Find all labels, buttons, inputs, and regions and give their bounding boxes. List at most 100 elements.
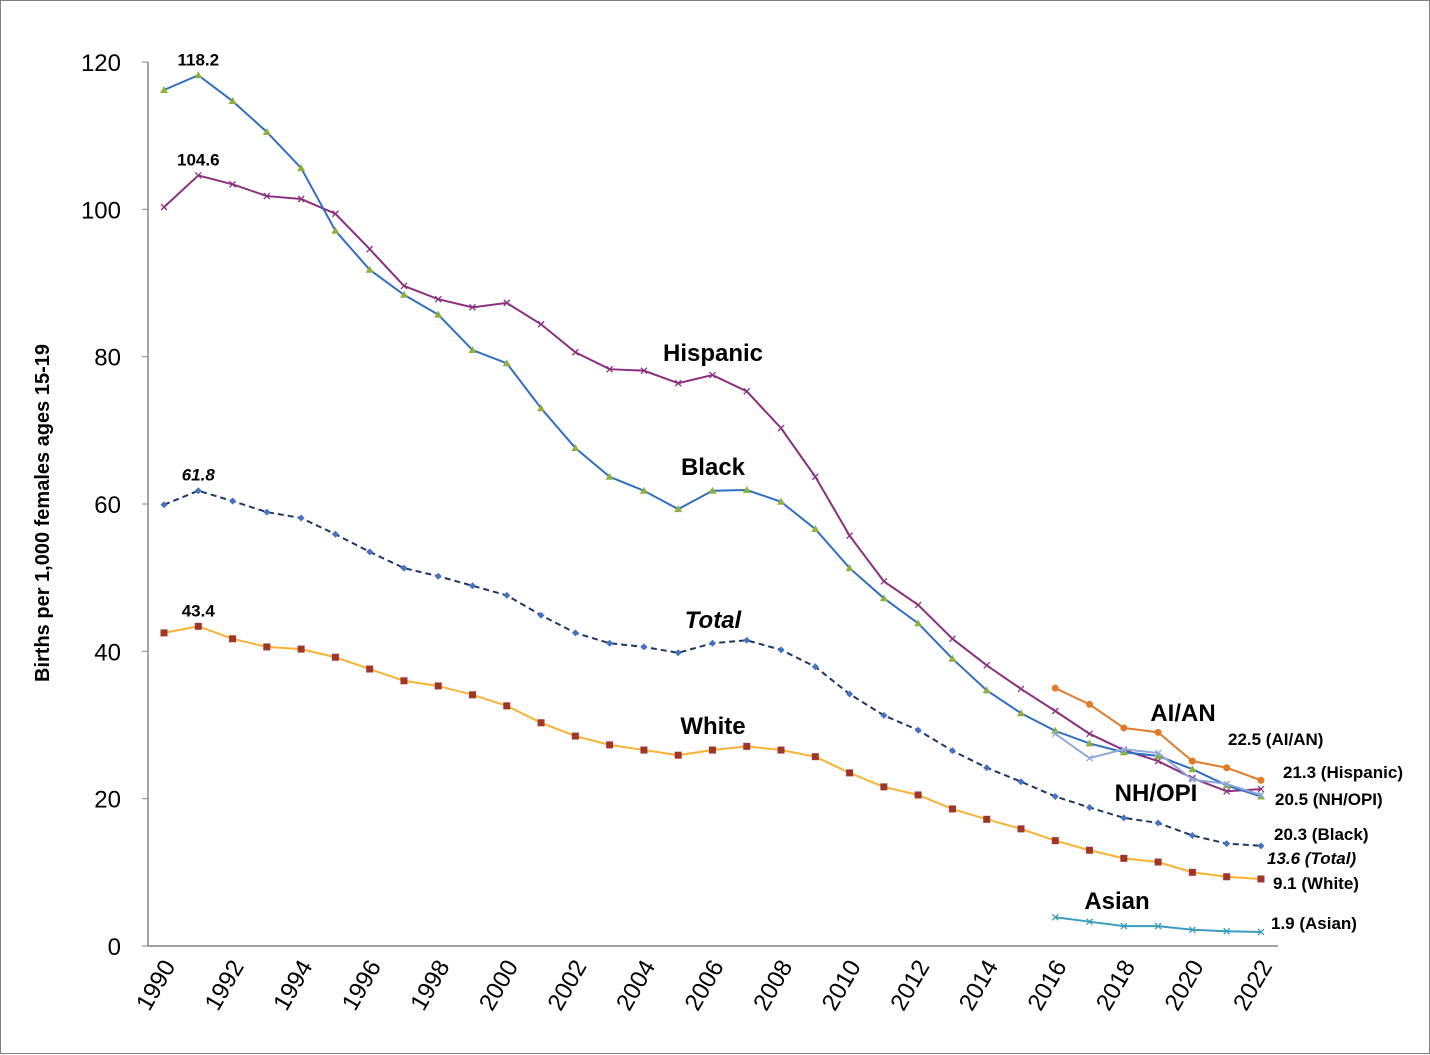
data-point [1017, 709, 1025, 717]
data-point [160, 629, 168, 637]
data-point [469, 303, 476, 311]
data-point [1257, 776, 1265, 784]
data-point [777, 497, 786, 505]
data-point [983, 815, 991, 823]
peak-value-label: 61.8 [182, 466, 216, 485]
data-point [1051, 684, 1059, 692]
data-point [434, 310, 443, 318]
data-point [1223, 927, 1231, 935]
x-tick-label: 1990 [131, 956, 181, 1016]
series-line-asian [1055, 916, 1261, 934]
data-point [1086, 804, 1094, 812]
x-tick-label: 2008 [748, 956, 798, 1016]
data-point [366, 245, 374, 253]
series-line-hispanic [163, 174, 1262, 793]
x-tick-label: 2022 [1228, 956, 1278, 1016]
end-value-label: 9.1 (White) [1273, 874, 1359, 893]
data-point [1154, 749, 1162, 757]
data-point [743, 387, 751, 395]
data-point [1017, 685, 1025, 693]
data-point [1223, 764, 1231, 772]
data-point [160, 85, 168, 93]
data-point [606, 639, 614, 647]
data-point [297, 645, 305, 653]
data-point [262, 127, 271, 135]
data-point [229, 497, 237, 505]
data-point [263, 508, 271, 516]
data-point [1120, 854, 1128, 862]
series-label: Total [685, 607, 743, 634]
x-tick-label: 2016 [1022, 956, 1072, 1016]
data-point [194, 171, 202, 179]
data-point [879, 594, 888, 602]
data-point [331, 653, 339, 661]
data-point [709, 371, 716, 379]
data-point [914, 601, 922, 609]
y-tick-label: 60 [94, 492, 121, 519]
data-point [674, 649, 682, 657]
x-tick-label: 2000 [474, 956, 524, 1016]
y-axis-label: Births per 1,000 females ages 15-19 [32, 344, 54, 682]
data-point [811, 663, 819, 671]
data-point [537, 719, 545, 727]
data-point [400, 282, 408, 290]
data-point [194, 622, 202, 630]
peak-value-label: 118.2 [177, 50, 219, 69]
data-point [297, 164, 306, 172]
data-point [399, 290, 408, 298]
data-point [1223, 787, 1231, 795]
data-point [880, 577, 888, 585]
data-point [948, 654, 957, 662]
data-point [948, 747, 956, 755]
data-point [1051, 730, 1059, 738]
data-point [846, 690, 854, 698]
data-point [400, 564, 408, 572]
data-point [228, 97, 237, 105]
data-point [400, 677, 408, 685]
data-point [674, 751, 682, 759]
data-point [571, 732, 579, 740]
x-tick-label: 1998 [405, 956, 455, 1016]
data-point [1154, 751, 1163, 759]
data-point [194, 71, 203, 79]
data-point [1120, 724, 1128, 732]
data-point [263, 643, 271, 651]
data-point [983, 661, 991, 669]
data-point [708, 639, 716, 647]
x-tick-label: 2006 [680, 956, 730, 1016]
data-point [160, 203, 168, 211]
data-point [434, 295, 442, 303]
data-point [914, 619, 923, 627]
data-point [160, 501, 168, 509]
data-point [1154, 728, 1162, 736]
data-point [983, 764, 991, 772]
data-point [606, 365, 614, 373]
data-point [1017, 825, 1025, 833]
data-point [331, 210, 339, 218]
end-value-label: 1.9 (Asian) [1271, 914, 1357, 933]
data-point [502, 359, 511, 367]
x-tick-label: 2010 [817, 956, 867, 1016]
data-point [1051, 792, 1059, 800]
data-point [1223, 780, 1231, 788]
data-point [537, 320, 545, 328]
data-point [742, 486, 751, 494]
data-point [1223, 873, 1231, 881]
data-point [914, 726, 922, 734]
data-point [1257, 791, 1265, 799]
end-value-label: 20.5 (NH/OPI) [1275, 790, 1383, 809]
peak-value-label: 43.4 [182, 601, 216, 620]
data-point [1154, 757, 1162, 765]
data-point [1119, 748, 1128, 756]
data-point [811, 525, 820, 533]
data-point [639, 486, 648, 494]
y-tick-label: 20 [94, 787, 121, 814]
data-point [1086, 700, 1094, 708]
data-point [503, 591, 511, 599]
x-tick-label: 2004 [611, 956, 661, 1016]
series-line-total [163, 489, 1262, 847]
x-tick-label: 2002 [542, 956, 592, 1016]
data-point [229, 180, 237, 188]
data-point [365, 265, 374, 273]
data-point [846, 532, 854, 540]
